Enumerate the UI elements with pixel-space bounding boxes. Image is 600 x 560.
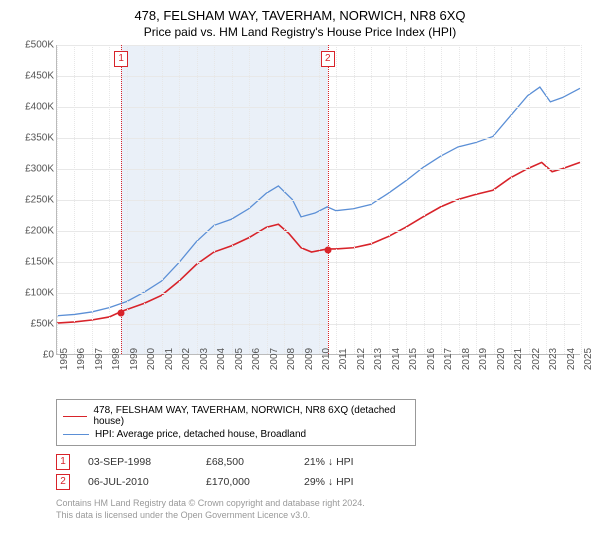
legend-item: HPI: Average price, detached house, Broa…: [63, 428, 409, 441]
chart-subtitle: Price paid vs. HM Land Registry's House …: [12, 25, 588, 39]
x-axis-tick: 2024: [566, 348, 577, 370]
x-axis-tick: 2001: [164, 348, 175, 370]
x-axis-tick: 1999: [129, 348, 140, 370]
x-axis-tick: 2013: [373, 348, 384, 370]
y-axis-tick: £50K: [31, 319, 54, 330]
table-row: 1 03-SEP-1998 £68,500 21% ↓ HPI: [56, 452, 588, 472]
marker-box-2: 2: [321, 51, 335, 67]
y-axis-tick: £150K: [25, 257, 54, 268]
y-axis-tick: £500K: [25, 40, 54, 51]
legend-label: 478, FELSHAM WAY, TAVERHAM, NORWICH, NR8…: [93, 405, 409, 427]
sale-price: £68,500: [206, 456, 286, 468]
legend-swatch: [63, 434, 89, 435]
x-axis-tick: 2008: [286, 348, 297, 370]
x-axis-tick: 2002: [181, 348, 192, 370]
legend-label: HPI: Average price, detached house, Broa…: [95, 429, 306, 440]
sale-dot-1: [118, 309, 125, 316]
x-axis-tick: 2007: [269, 348, 280, 370]
marker-line-1: [121, 45, 122, 354]
x-axis-tick: 2023: [548, 348, 559, 370]
x-axis-tick: 2009: [304, 348, 315, 370]
marker-line-2: [328, 45, 329, 354]
x-axis-tick: 2006: [251, 348, 262, 370]
y-axis-tick: £400K: [25, 102, 54, 113]
x-axis-tick: 2015: [408, 348, 419, 370]
x-axis-tick: 2025: [583, 348, 594, 370]
chart-container: 478, FELSHAM WAY, TAVERHAM, NORWICH, NR8…: [0, 0, 600, 560]
legend: 478, FELSHAM WAY, TAVERHAM, NORWICH, NR8…: [56, 399, 416, 446]
table-row: 2 06-JUL-2010 £170,000 29% ↓ HPI: [56, 472, 588, 492]
sale-price: £170,000: [206, 476, 286, 488]
x-axis-tick: 2021: [513, 348, 524, 370]
x-axis-tick: 1995: [59, 348, 70, 370]
footer-attribution: Contains HM Land Registry data © Crown c…: [56, 498, 588, 521]
sales-table: 1 03-SEP-1998 £68,500 21% ↓ HPI 2 06-JUL-2010…: [56, 452, 588, 492]
x-axis-tick: 2016: [426, 348, 437, 370]
x-axis-tick: 2004: [216, 348, 227, 370]
y-axis-tick: £200K: [25, 226, 54, 237]
marker-box-1: 1: [114, 51, 128, 67]
x-axis-tick: 2010: [321, 348, 332, 370]
chart-title: 478, FELSHAM WAY, TAVERHAM, NORWICH, NR8…: [12, 8, 588, 23]
x-axis-tick: 2020: [496, 348, 507, 370]
y-axis-tick: £300K: [25, 164, 54, 175]
table-marker: 1: [56, 454, 70, 470]
sale-diff: 21% ↓ HPI: [304, 456, 384, 468]
x-axis-tick: 1997: [94, 348, 105, 370]
chart-area: 12 £0£50K£100K£150K£200K£250K£300K£350K£…: [12, 45, 588, 395]
sale-date: 03-SEP-1998: [88, 456, 188, 468]
y-axis-tick: £0: [43, 350, 54, 361]
y-axis-tick: £450K: [25, 71, 54, 82]
footer-line-1: Contains HM Land Registry data © Crown c…: [56, 498, 588, 510]
x-axis-tick: 2014: [391, 348, 402, 370]
x-axis-tick: 2017: [443, 348, 454, 370]
x-axis-tick: 1998: [111, 348, 122, 370]
footer-line-2: This data is licensed under the Open Gov…: [56, 510, 588, 522]
x-axis-tick: 2018: [461, 348, 472, 370]
x-axis-tick: 2012: [356, 348, 367, 370]
legend-item: 478, FELSHAM WAY, TAVERHAM, NORWICH, NR8…: [63, 404, 409, 428]
sale-date: 06-JUL-2010: [88, 476, 188, 488]
plot-region: 12: [56, 45, 580, 355]
sale-dot-2: [324, 246, 331, 253]
x-axis-tick: 1996: [76, 348, 87, 370]
table-marker: 2: [56, 474, 70, 490]
y-axis-tick: £100K: [25, 288, 54, 299]
sale-diff: 29% ↓ HPI: [304, 476, 384, 488]
y-axis-tick: £350K: [25, 133, 54, 144]
y-axis-tick: £250K: [25, 195, 54, 206]
x-axis-tick: 2022: [531, 348, 542, 370]
x-axis-tick: 2019: [478, 348, 489, 370]
x-axis-tick: 2011: [338, 348, 349, 370]
legend-swatch: [63, 416, 87, 417]
x-axis-tick: 2003: [199, 348, 210, 370]
x-axis-tick: 2005: [234, 348, 245, 370]
x-axis-tick: 2000: [146, 348, 157, 370]
